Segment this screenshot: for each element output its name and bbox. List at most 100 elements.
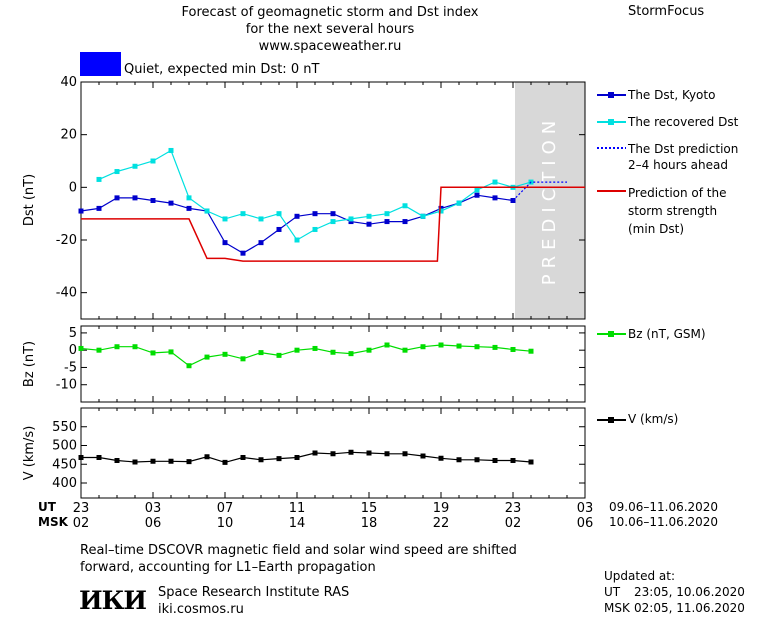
x-tick-label-ut: 23: [73, 501, 90, 516]
data-point-bz-nt-gsm: [204, 354, 210, 360]
bz-ytick-label: -5: [64, 360, 77, 375]
msk-axis-label: MSK: [38, 515, 68, 529]
note-line-2: forward, accounting for L1–Earth propaga…: [80, 560, 376, 575]
data-point-the-dst-kyoto: [294, 213, 300, 219]
institute-url[interactable]: iki.cosmos.ru: [158, 602, 244, 617]
updated-ut-value: 23:05, 10.06.2020: [634, 585, 745, 599]
series-line-the-dst-kyoto: [80, 194, 514, 254]
data-point-v-km-s: [114, 458, 120, 463]
data-point-v-km-s: [186, 459, 192, 465]
series-line-the-recovered-dst: [98, 149, 532, 241]
data-point-bz-nt-gsm: [420, 344, 426, 350]
updated-ut-label: UT: [604, 585, 621, 599]
data-point-bz-nt-gsm: [186, 363, 192, 369]
updated-block: Updated at: UT 23:05, 10.06.2020 MSK 02:05…: [604, 568, 745, 616]
data-point-bz-nt-gsm: [294, 347, 300, 353]
dst-ytick-label: 40: [60, 75, 77, 90]
legend-storm-strength: Prediction of the storm strength (min Ds…: [628, 184, 727, 238]
data-point-bz-nt-gsm: [330, 349, 336, 355]
data-point-v-km-s: [150, 458, 156, 464]
data-point-the-recovered-dst: [276, 211, 282, 217]
legend-prediction-line-1: The Dst prediction: [628, 142, 739, 156]
data-point-bz-nt-gsm: [474, 344, 480, 350]
y-axis-label-v: V (km/s): [22, 426, 37, 481]
iki-logo: ИКИ: [79, 586, 147, 615]
title-line-2: for the next several hours: [245, 22, 415, 37]
updated-msk-row: MSK 02:05, 11.06.2020: [604, 600, 745, 616]
data-point-bz-nt-gsm: [312, 345, 318, 351]
data-point-bz-nt-gsm: [132, 344, 138, 350]
website-link[interactable]: www.spaceweather.ru: [258, 39, 402, 54]
note-line-1: Real–time DSCOVR magnetic field and sola…: [80, 543, 517, 558]
data-point-v-km-s: [168, 458, 174, 464]
institute-block: Space Research Institute RAS iki.cosmos.…: [158, 584, 349, 618]
legend-storm-line-2: storm strength: [628, 204, 718, 218]
data-point-the-recovered-dst: [366, 213, 372, 219]
dst-ytick-label: 20: [60, 128, 77, 143]
updated-msk-label: MSK: [604, 601, 630, 615]
x-tick-label-msk: 02: [505, 516, 522, 531]
x-tick-label-ut: 07: [217, 501, 234, 516]
x-tick-label-msk: 14: [289, 516, 306, 531]
data-point-v-km-s: [222, 459, 228, 465]
data-point-the-dst-kyoto: [132, 195, 138, 201]
data-point-bz-nt-gsm: [528, 348, 534, 354]
data-point-v-km-s: [438, 455, 444, 461]
data-point-the-recovered-dst: [384, 211, 390, 217]
data-point-the-dst-kyoto: [240, 250, 246, 256]
data-point-v-km-s: [402, 451, 408, 457]
x-tick-label-ut: 19: [433, 501, 450, 516]
data-point-v-km-s: [240, 455, 246, 460]
legend-dst-kyoto: The Dst, Kyoto: [628, 88, 716, 102]
data-point-the-dst-kyoto: [258, 240, 264, 246]
dst-ytick-label: 0: [69, 180, 77, 195]
data-point-the-dst-kyoto: [222, 240, 228, 246]
data-point-the-recovered-dst: [222, 216, 228, 222]
data-point-the-recovered-dst: [402, 203, 408, 209]
legend-storm-line-1: Prediction of the: [628, 186, 727, 200]
brand-name: StormFocus: [628, 4, 705, 19]
data-point-v-km-s: [348, 449, 354, 455]
data-point-the-dst-kyoto: [168, 200, 174, 206]
legend-recovered-dst: The recovered Dst: [628, 115, 739, 129]
data-point-bz-nt-gsm: [276, 352, 282, 358]
data-point-the-recovered-dst: [438, 208, 444, 214]
updated-ut-row: UT 23:05, 10.06.2020: [604, 584, 745, 600]
series-line-v-km-s: [81, 451, 532, 464]
data-point-the-dst-kyoto: [402, 219, 408, 225]
data-point-the-dst-kyoto: [348, 219, 354, 225]
data-point-bz-nt-gsm: [402, 347, 408, 353]
data-point-the-dst-kyoto: [366, 221, 372, 227]
data-point-v-km-s: [528, 459, 534, 465]
prediction-label: PREDICTION: [539, 115, 560, 285]
data-point-bz-nt-gsm: [150, 350, 156, 356]
data-point-v-km-s: [96, 455, 102, 460]
prediction-band: [515, 82, 585, 319]
data-point-the-recovered-dst: [348, 216, 354, 222]
data-point-the-recovered-dst: [330, 219, 336, 225]
data-point-the-dst-kyoto: [474, 192, 480, 198]
legend-bz-marker: [608, 331, 614, 337]
data-point-bz-nt-gsm: [510, 346, 516, 352]
data-point-bz-nt-gsm: [114, 344, 120, 350]
data-point-bz-nt-gsm: [384, 342, 390, 348]
institute-name: Space Research Institute RAS: [158, 585, 350, 600]
data-point-bz-nt-gsm: [492, 344, 498, 350]
data-point-the-recovered-dst: [294, 237, 300, 243]
x-tick-label-msk: 06: [145, 516, 162, 531]
data-point-bz-nt-gsm: [168, 349, 174, 355]
v-ytick-label: 500: [52, 439, 77, 454]
data-point-the-recovered-dst: [474, 187, 480, 193]
data-point-the-dst-kyoto: [438, 205, 444, 211]
data-point-bz-nt-gsm: [438, 342, 444, 348]
ut-date-range: 09.06–11.06.2020: [609, 500, 719, 514]
data-point-the-recovered-dst: [312, 226, 318, 232]
bz-panel: -10 -5 0 5: [56, 325, 586, 403]
x-tick-label-msk: 02: [73, 516, 90, 531]
x-tick-label-ut: 03: [577, 501, 594, 516]
data-point-the-dst-kyoto: [330, 211, 336, 217]
dst-ytick-label: -40: [56, 286, 77, 301]
bz-frame: [80, 325, 586, 403]
x-tick-label-msk: 18: [361, 516, 378, 531]
data-point-bz-nt-gsm: [222, 351, 228, 357]
